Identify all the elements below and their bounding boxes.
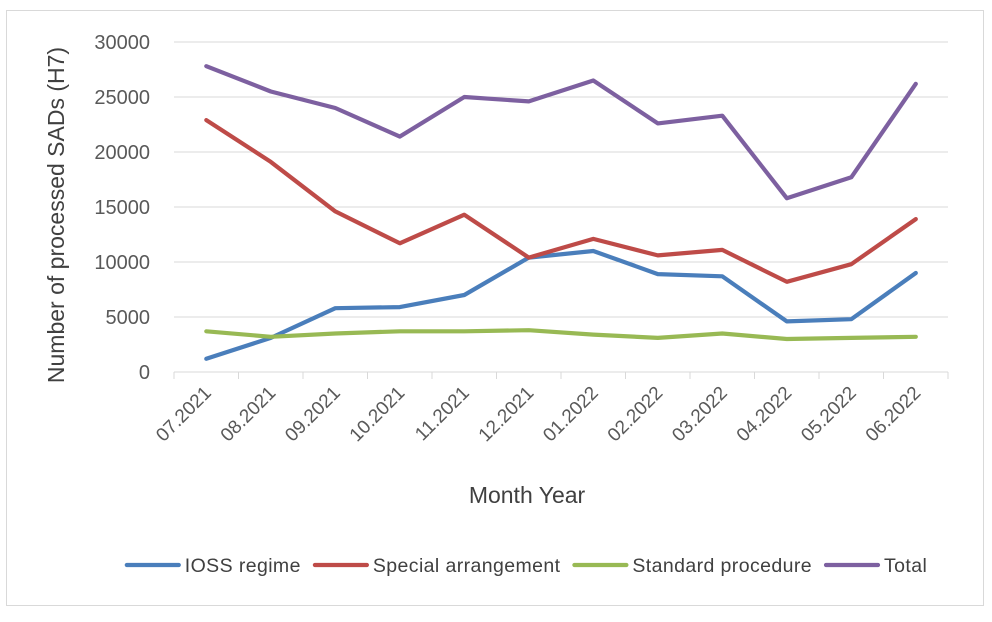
- x-tick-label: 12.2021: [475, 383, 538, 446]
- legend-label: IOSS regime: [185, 555, 301, 577]
- x-tick-label: 02.2022: [604, 383, 667, 446]
- x-axis-title: Month Year: [469, 482, 586, 508]
- legend-item: Total: [823, 555, 927, 577]
- legend-item: Special arrangement: [312, 555, 561, 577]
- x-tick-label: 06.2022: [862, 383, 925, 446]
- legend: IOSS regime Special arrangement Standard p…: [124, 555, 927, 577]
- x-tick-label: 09.2021: [281, 383, 344, 446]
- legend-label: Standard procedure: [632, 555, 812, 577]
- x-tick-label: 03.2022: [668, 383, 731, 446]
- y-tick-label: 10000: [94, 252, 150, 274]
- y-tick-label: 25000: [94, 87, 150, 109]
- axes: [173, 371, 949, 379]
- x-tick-label: 08.2021: [217, 383, 280, 446]
- series-lines: [204, 64, 918, 361]
- y-tick-labels: 0 5000 10000 15000 20000 25000 30000: [94, 32, 150, 384]
- y-axis-title: Number of processed SADs (H7): [43, 47, 69, 383]
- legend-item: Standard procedure: [572, 555, 812, 577]
- legend-label: Special arrangement: [373, 555, 561, 577]
- y-tick-label: 20000: [94, 142, 150, 164]
- y-tick-label: 0: [139, 362, 150, 384]
- y-tick-label: 15000: [94, 197, 150, 219]
- series-line-total: [204, 64, 918, 201]
- series-line-ioss-regime: [204, 248, 918, 361]
- x-tick-label: 10.2021: [346, 383, 409, 446]
- legend-label: Total: [884, 555, 927, 577]
- legend-item: IOSS regime: [124, 555, 301, 577]
- x-tick-labels: 07.2021 08.2021 09.2021 10.2021 11.2021 12.20…: [152, 383, 925, 446]
- x-tick-label: 05.2022: [797, 383, 860, 446]
- x-tick-label: 07.2021: [152, 383, 215, 446]
- x-tick-label: 11.2021: [411, 383, 473, 445]
- series-line-standard-procedure: [204, 328, 918, 342]
- x-tick-label: 01.2022: [539, 383, 602, 446]
- y-tick-label: 30000: [94, 32, 150, 54]
- chart-frame: [6, 10, 984, 606]
- x-tick-label: 04.2022: [733, 383, 796, 446]
- series-line-special-arrangement: [204, 117, 918, 284]
- y-tick-label: 5000: [106, 307, 151, 329]
- gridlines: [174, 41, 948, 318]
